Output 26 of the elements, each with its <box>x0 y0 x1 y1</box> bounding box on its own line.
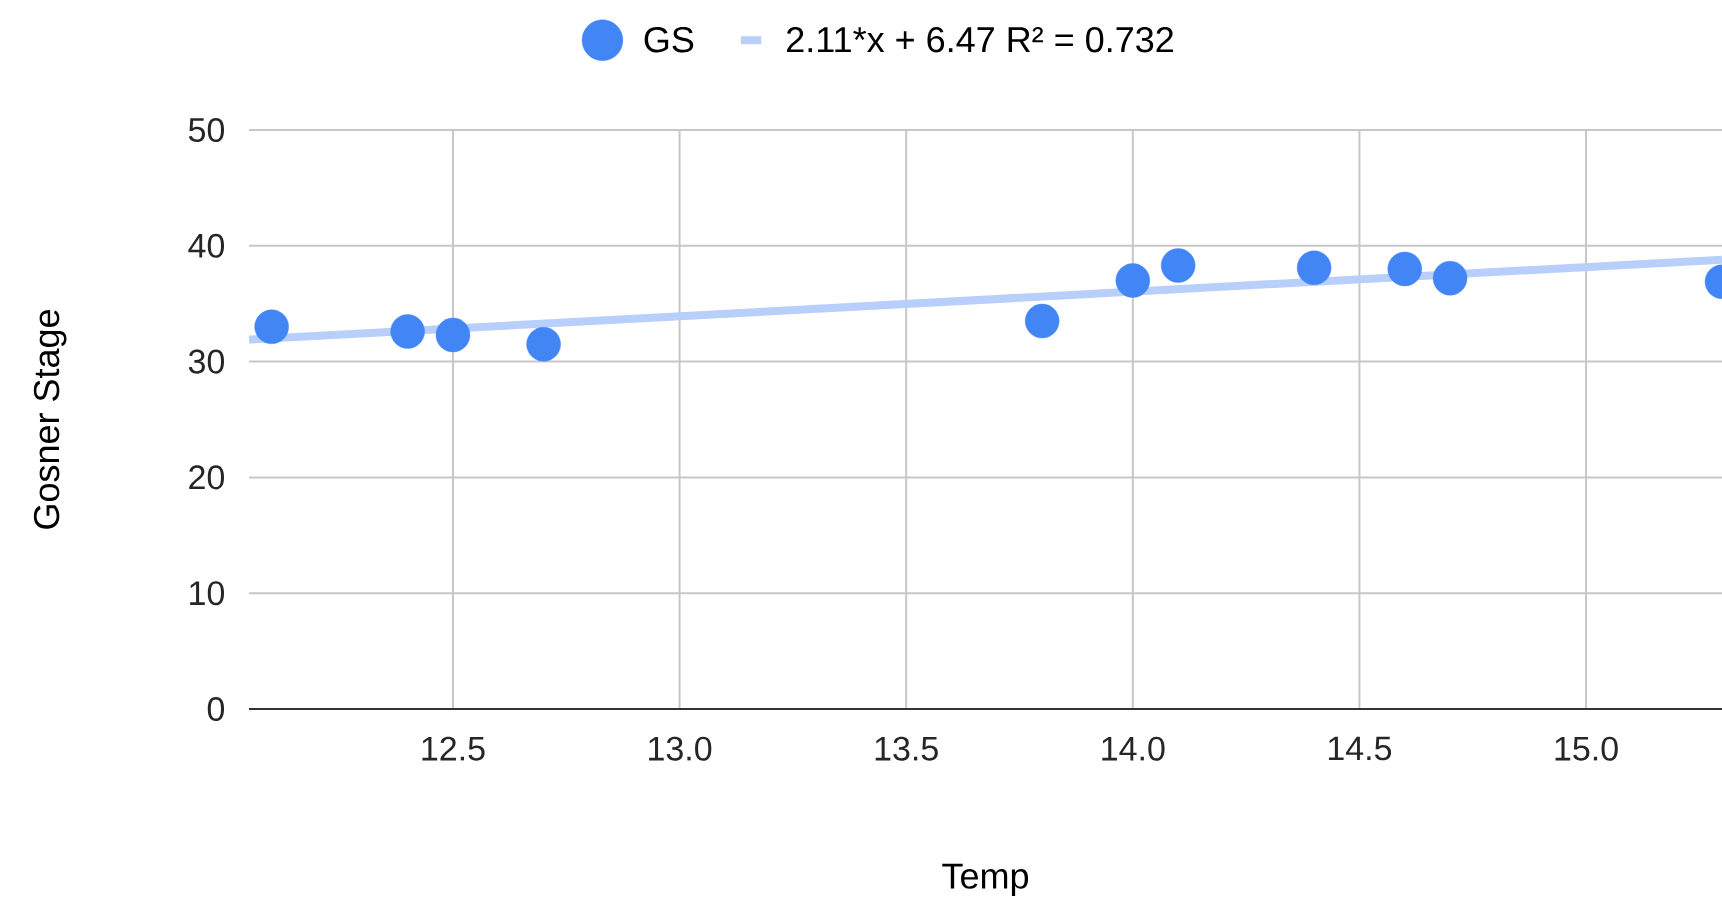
x-tick-label: 13.0 <box>649 736 712 761</box>
x-tick-label: 12.5 <box>422 736 485 761</box>
legend-label: 2.11*x + 6.47 R² = 0.732 <box>787 26 1173 53</box>
y-tick-label: 10 <box>190 581 225 606</box>
point <box>254 309 289 345</box>
point <box>1432 261 1468 296</box>
x-axis-title: Temp <box>942 863 1029 896</box>
y-tick-label: 30 <box>188 349 225 374</box>
point <box>435 317 471 353</box>
point <box>1024 303 1060 339</box>
x-tick-label: 13.5 <box>875 736 938 761</box>
x-tick-label: 15.0 <box>1555 736 1618 761</box>
y-tick-label: 0 <box>207 696 225 722</box>
y-tick-label: 40 <box>188 233 225 258</box>
point <box>1387 251 1422 287</box>
point <box>1115 263 1151 298</box>
x-tick-label: 14.5 <box>1328 736 1392 761</box>
y-tick-label: 50 <box>188 117 225 143</box>
point <box>390 314 425 349</box>
point <box>1296 250 1332 285</box>
y-tick-label: 20 <box>189 465 225 490</box>
point <box>1160 248 1196 283</box>
y-axis-title: Gosner Stage <box>33 310 67 529</box>
x-tick-label: 14.0 <box>1102 736 1165 761</box>
legend-label: GS <box>644 26 694 53</box>
point <box>526 327 561 362</box>
